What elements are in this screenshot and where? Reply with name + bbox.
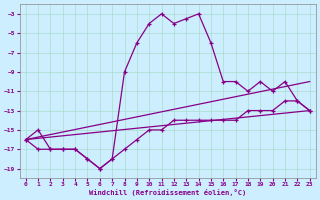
- X-axis label: Windchill (Refroidissement éolien,°C): Windchill (Refroidissement éolien,°C): [89, 189, 246, 196]
